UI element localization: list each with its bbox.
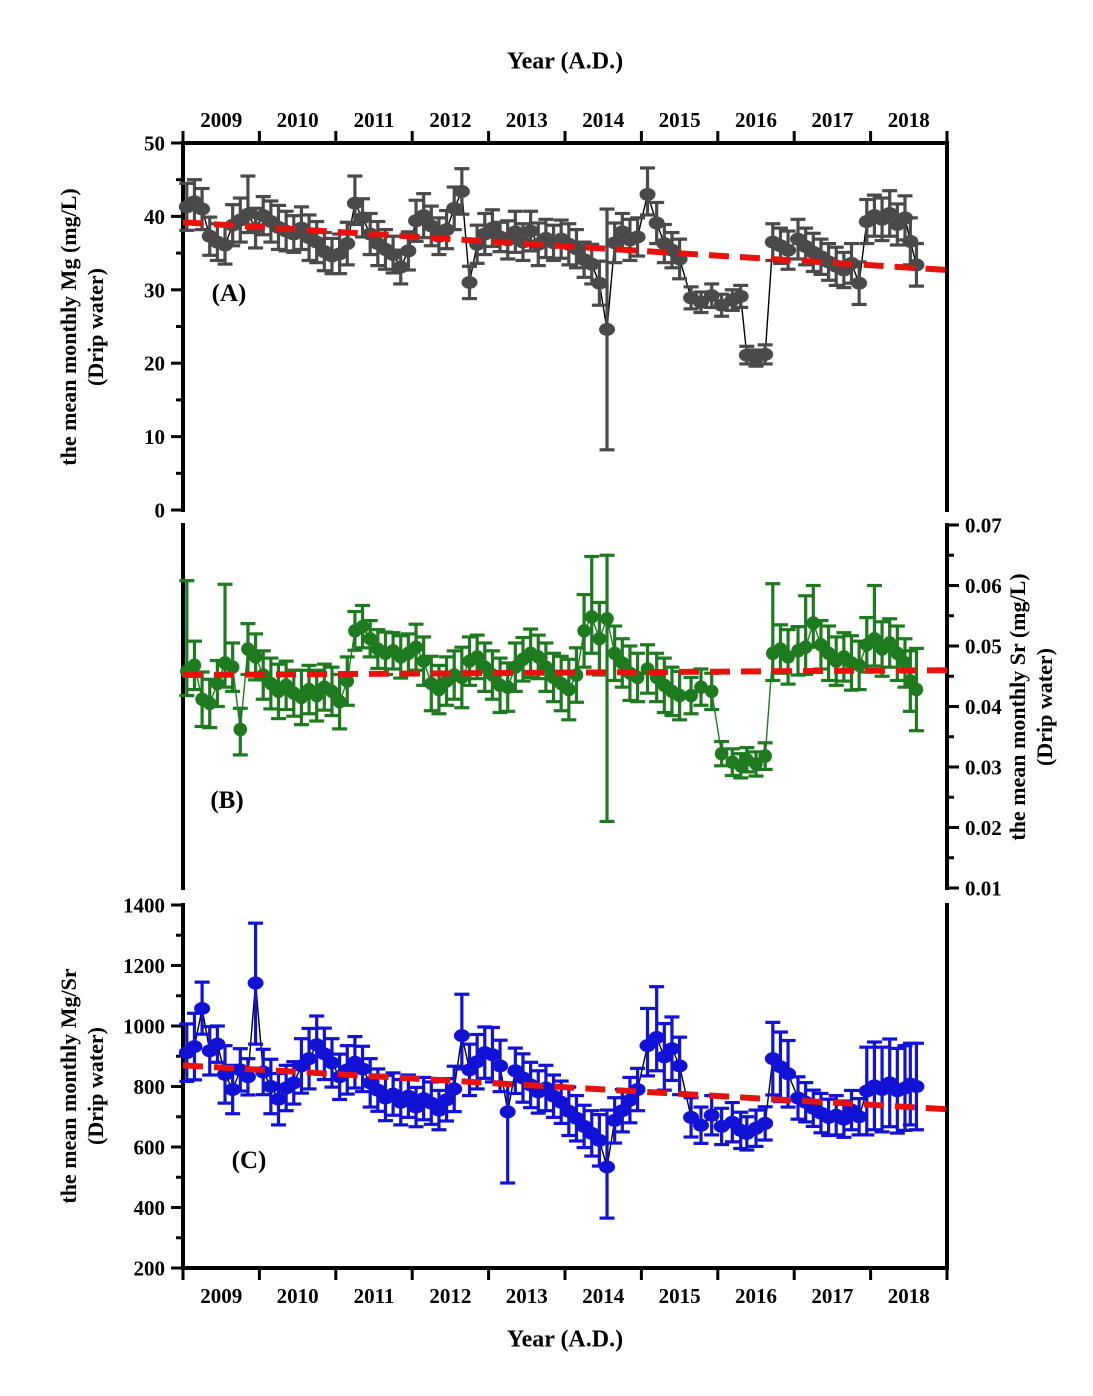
- svg-text:2015: 2015: [659, 108, 701, 132]
- y-axis-title-mgsr: the mean monthly Mg/Sr (Drip water): [55, 968, 109, 1203]
- panel-b: 0.01 0.02 0.03 0.04 0.05 0.06 0.07: [179, 514, 1002, 901]
- svg-text:1200: 1200: [123, 954, 165, 978]
- svg-text:1400: 1400: [123, 894, 165, 918]
- error-bars: [179, 166, 924, 452]
- svg-text:2009: 2009: [200, 1284, 242, 1308]
- svg-text:0.04: 0.04: [965, 695, 1002, 719]
- trend-line: [182, 219, 948, 273]
- svg-text:2013: 2013: [506, 1284, 548, 1308]
- top-axis-title: Year (A.D.): [506, 48, 624, 75]
- svg-text:0.06: 0.06: [965, 574, 1002, 598]
- svg-text:200: 200: [134, 1257, 166, 1281]
- bottom-axis: 2009 2010 2011 2012 2013 2014 2015 2016 2017 2018: [181, 1266, 949, 1308]
- panel-c: 200 400 600 800 1000 1200 1400: [123, 894, 949, 1281]
- svg-text:0.01: 0.01: [965, 877, 1002, 901]
- top-axis: 2009 2010 2011 2012 2013 2014 2015 2016 2017 2018: [181, 108, 949, 145]
- y-axis-title-mgsr-line1: the mean monthly Mg/Sr: [56, 968, 81, 1204]
- svg-text:2009: 2009: [200, 108, 242, 132]
- svg-text:1000: 1000: [123, 1015, 165, 1039]
- y-axis-title-sr: the mean monthly Sr (mg/L) (Drip water): [1004, 573, 1058, 840]
- svg-text:10: 10: [144, 425, 165, 449]
- y-axis-title-sr-line2: (Drip water): [1032, 648, 1057, 766]
- panel-label-b: (B): [210, 787, 244, 814]
- svg-text:2011: 2011: [354, 108, 395, 132]
- y-axis-title-mg-line2: (Drip water): [83, 268, 108, 386]
- svg-text:2016: 2016: [735, 1284, 777, 1308]
- y-axis-title-sr-line1: the mean monthly Sr (mg/L): [1005, 573, 1030, 841]
- panel-label-c: (C): [231, 1147, 267, 1174]
- svg-text:2016: 2016: [735, 108, 777, 132]
- svg-text:40: 40: [144, 205, 165, 229]
- svg-text:0.07: 0.07: [965, 514, 1002, 538]
- svg-text:30: 30: [144, 278, 165, 302]
- svg-text:0.02: 0.02: [965, 816, 1002, 840]
- svg-text:2012: 2012: [429, 1284, 471, 1308]
- svg-text:2017: 2017: [811, 108, 853, 132]
- svg-text:2017: 2017: [811, 1284, 853, 1308]
- svg-text:0: 0: [155, 499, 166, 523]
- svg-text:2014: 2014: [582, 1284, 625, 1308]
- svg-text:2010: 2010: [277, 108, 319, 132]
- data-points: [178, 976, 925, 1174]
- data-points: [180, 610, 924, 773]
- svg-text:2011: 2011: [354, 1284, 395, 1308]
- svg-text:600: 600: [134, 1136, 166, 1160]
- svg-text:2013: 2013: [506, 108, 548, 132]
- bottom-axis-title: Year (A.D.): [506, 1326, 624, 1353]
- svg-text:800: 800: [134, 1075, 166, 1099]
- svg-text:0.05: 0.05: [965, 635, 1002, 659]
- svg-text:2014: 2014: [582, 108, 625, 132]
- svg-text:400: 400: [134, 1196, 166, 1220]
- svg-text:20: 20: [144, 352, 165, 376]
- svg-text:2010: 2010: [277, 1284, 319, 1308]
- panel-label-a: (A): [211, 280, 247, 307]
- trend-line: [182, 1062, 948, 1113]
- y-axis-title-mg-line1: the mean monthly Mg (mg/L): [56, 188, 81, 466]
- svg-text:50: 50: [144, 132, 165, 156]
- svg-text:0.03: 0.03: [965, 756, 1002, 780]
- y-axis-title-mgsr-line2: (Drip water): [83, 1027, 108, 1145]
- svg-text:2012: 2012: [429, 108, 471, 132]
- y-axis-title-mg: the mean monthly Mg (mg/L) (Drip water): [55, 188, 109, 465]
- data-points: [178, 184, 925, 365]
- svg-text:2015: 2015: [659, 1284, 701, 1308]
- trend-line: [182, 667, 948, 679]
- svg-text:2018: 2018: [888, 108, 930, 132]
- panel-a: 0 10 20 30 40 50: [144, 132, 949, 523]
- svg-text:2018: 2018: [888, 1284, 930, 1308]
